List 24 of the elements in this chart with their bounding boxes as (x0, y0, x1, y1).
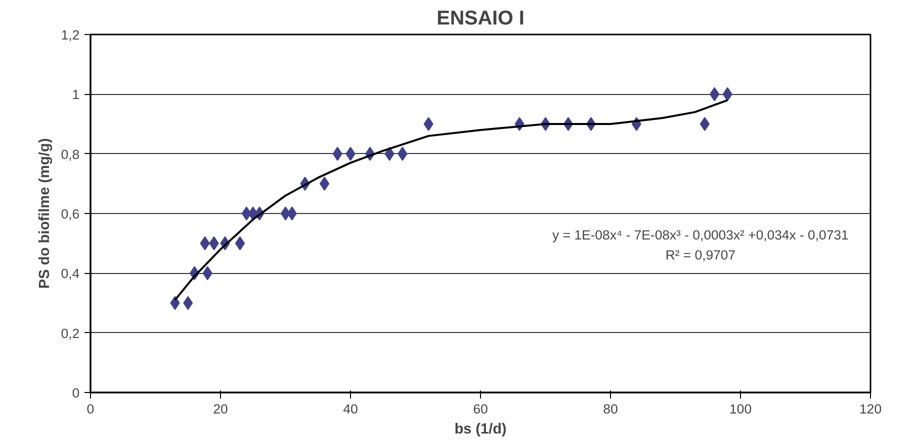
point (424, 117, 434, 131)
y-tick-label: 0,4 (60, 266, 80, 282)
point (700, 117, 710, 131)
x-tick-label: 100 (729, 402, 752, 416)
y-tick-label: 1 (72, 87, 80, 102)
annotation: y = 1E-08x⁴ - 7E-08x³ - 0,0003x² +0,034x - 0,0731 (552, 228, 849, 242)
x-tick-label: 0 (86, 402, 94, 416)
x-tick-label: 80 (603, 402, 618, 416)
x-tick-label: 120 (859, 402, 882, 416)
y-tick-label: 1,2 (60, 28, 80, 42)
y-tick-label: 0,6 (60, 206, 80, 222)
y-axis-title: PS do biofilme (mg/g) (36, 138, 53, 289)
x-tick-label: 20 (213, 402, 228, 416)
x-axis-title: bs (1/d) (454, 422, 507, 438)
y-tick-label: 0 (72, 386, 80, 400)
x-tick-label: 60 (473, 402, 488, 416)
point (170, 296, 180, 310)
annotation: R² = 0,9707 (665, 248, 736, 262)
x-tick-label: 40 (343, 402, 358, 416)
y-tick-label: 0,2 (60, 326, 80, 341)
chart-title: ENSAIO I (436, 8, 524, 30)
point (183, 296, 193, 310)
y-tick-label: 0,8 (60, 146, 80, 162)
point (287, 206, 297, 220)
